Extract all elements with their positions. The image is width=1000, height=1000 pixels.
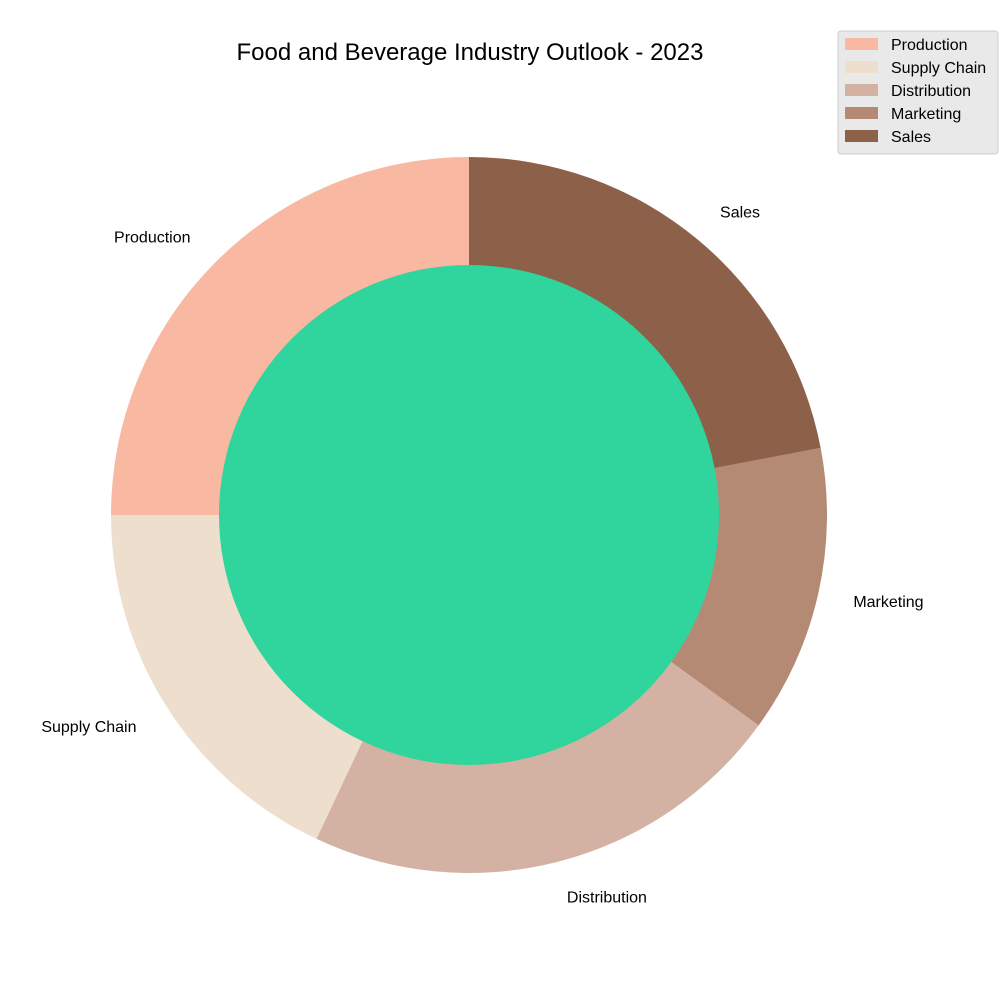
legend-swatch-production <box>845 38 878 50</box>
legend-label-marketing: Marketing <box>891 106 961 123</box>
legend-label-distribution: Distribution <box>891 83 971 100</box>
legend-label-supply-chain: Supply Chain <box>891 60 986 77</box>
chart-title: Food and Beverage Industry Outlook - 202… <box>237 39 704 66</box>
legend-swatch-marketing <box>845 107 878 119</box>
legend-swatch-supply-chain <box>845 61 878 73</box>
slice-label-production: Production <box>114 230 191 247</box>
legend: Production Supply Chain Distribution Market… <box>837 30 999 155</box>
legend-label-production: Production <box>891 37 968 54</box>
legend-label-sales: Sales <box>891 129 931 146</box>
legend-swatch-sales <box>845 130 878 142</box>
donut-center <box>219 265 719 765</box>
slice-label-marketing: Marketing <box>853 594 923 611</box>
slice-labels-group: Production Supply Chain Distribution Market… <box>41 205 923 907</box>
legend-swatch-distribution <box>845 84 878 96</box>
legend-items: Production Supply Chain Distribution Market… <box>845 37 986 146</box>
slice-label-supply-chain: Supply Chain <box>41 719 136 736</box>
slice-label-sales: Sales <box>720 205 760 222</box>
slice-label-distribution: Distribution <box>567 889 647 906</box>
